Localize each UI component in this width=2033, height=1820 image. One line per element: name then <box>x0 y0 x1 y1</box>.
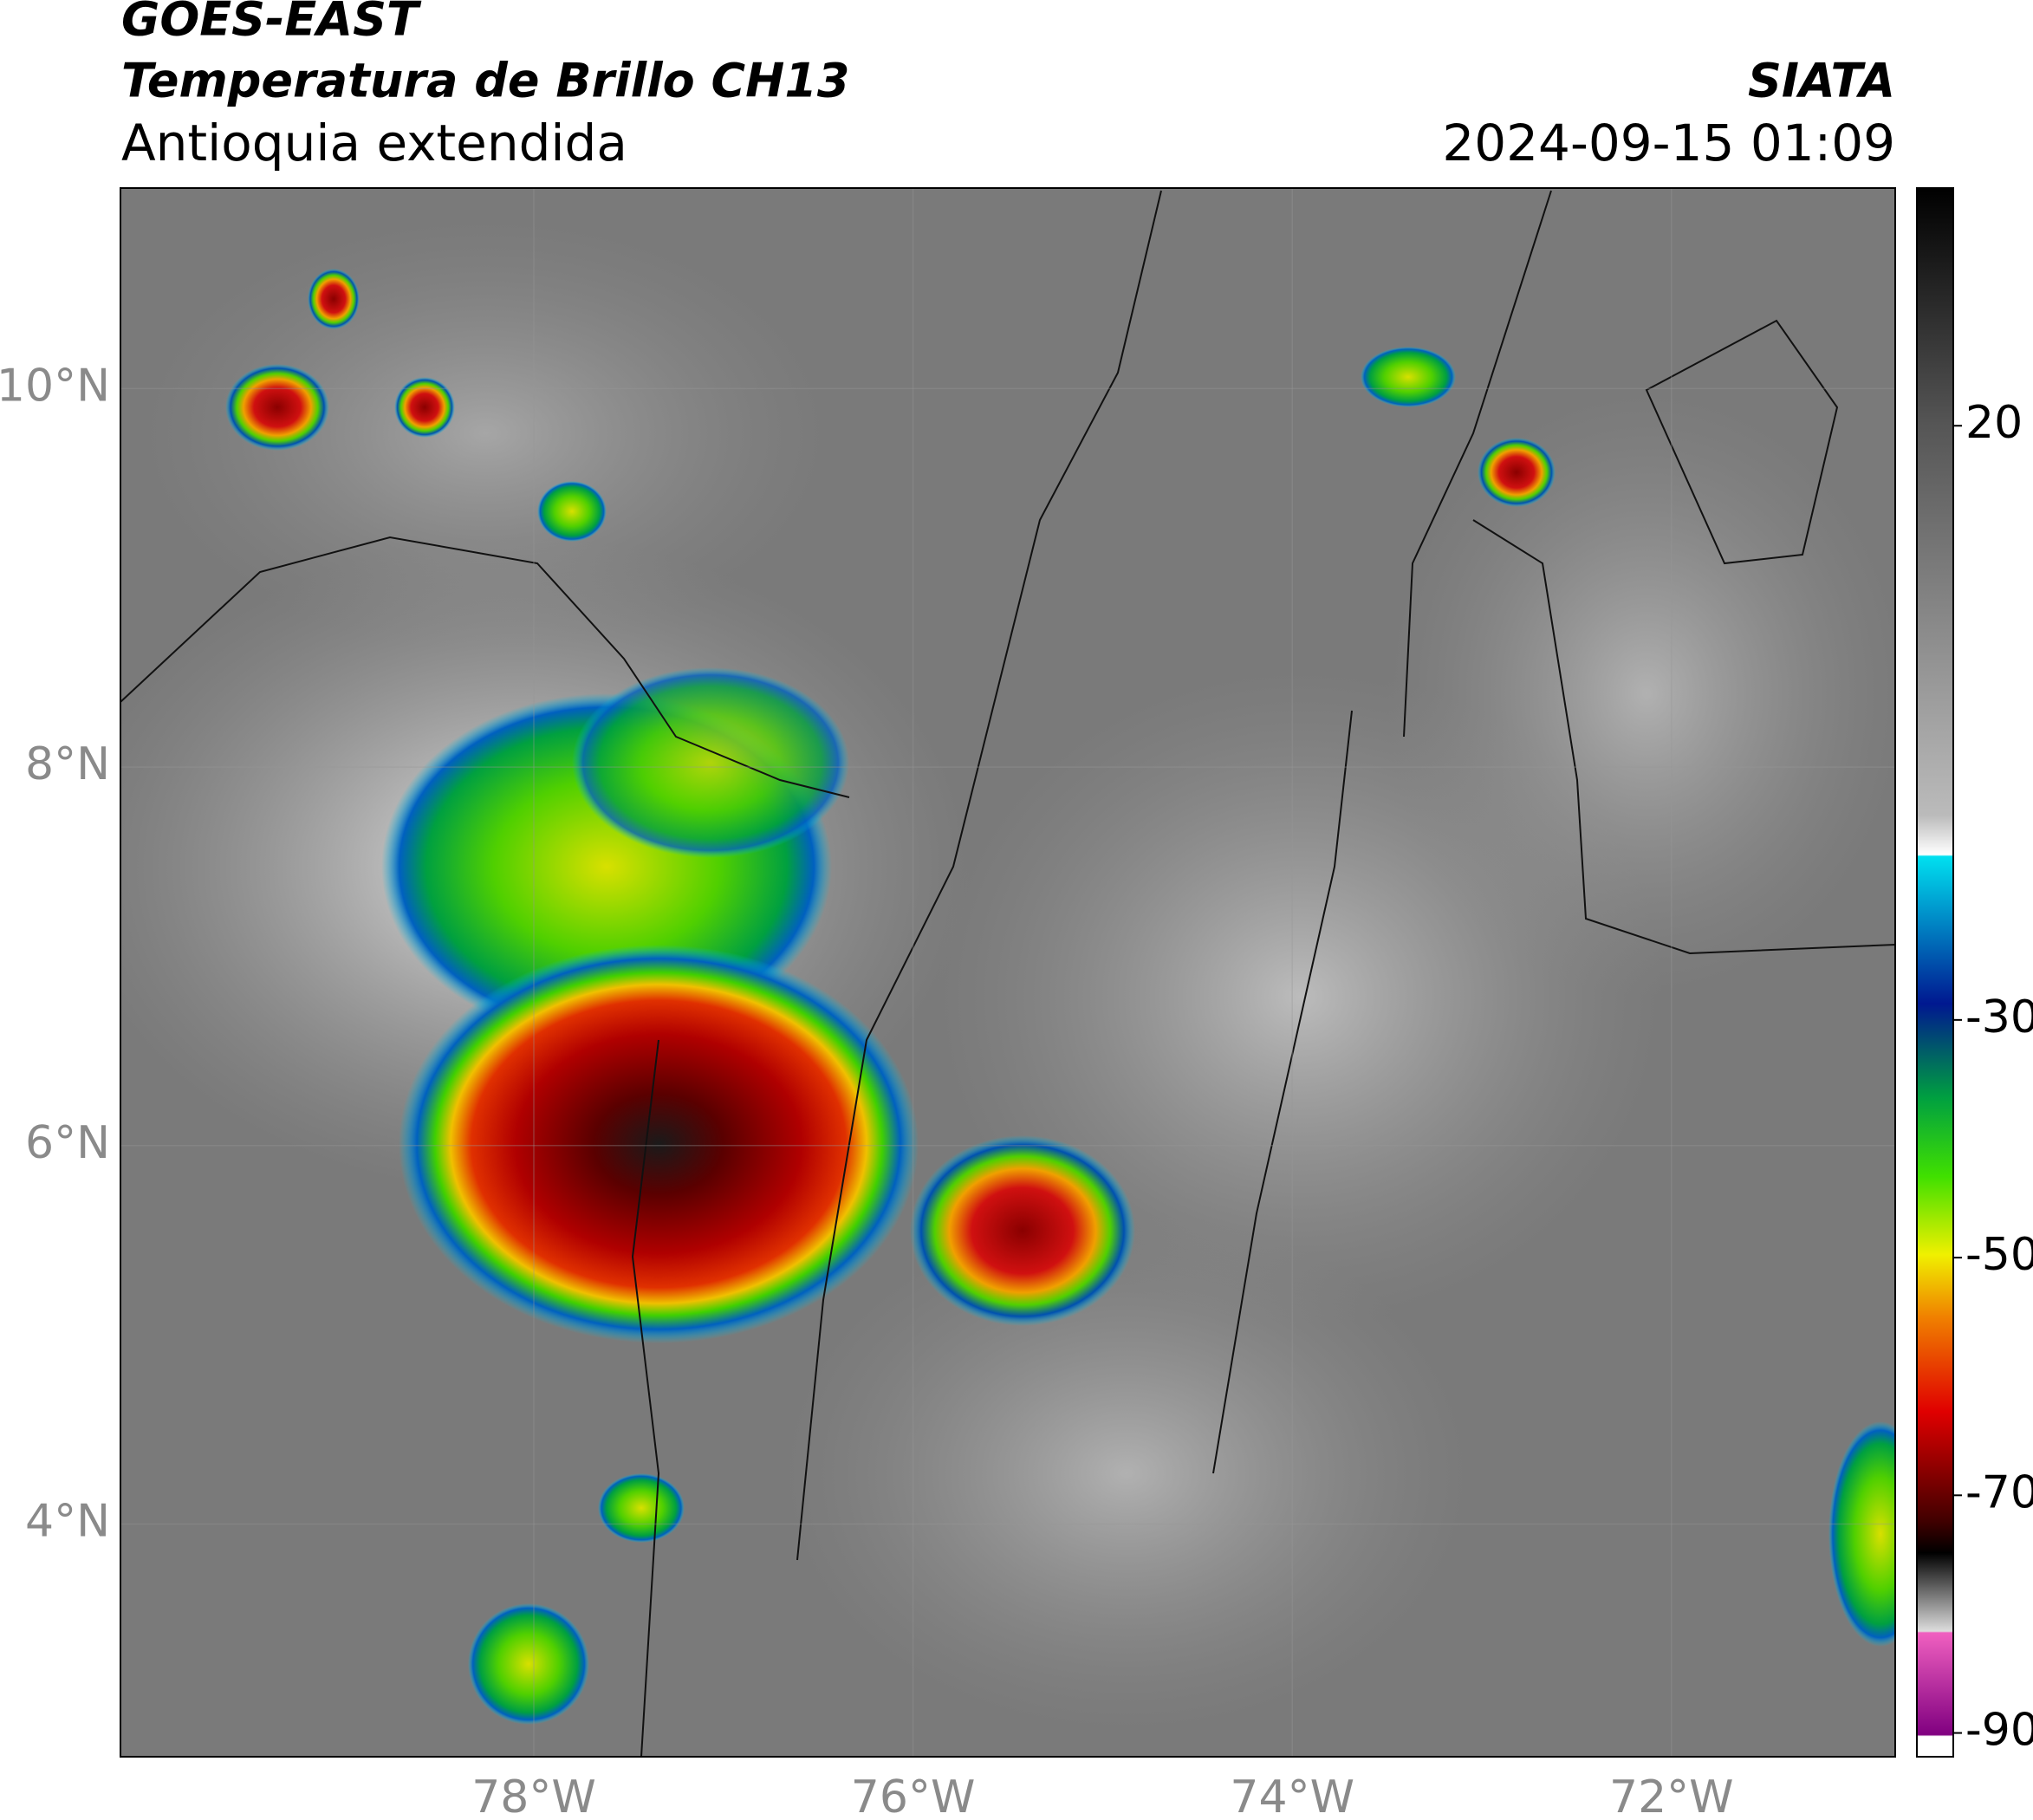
colorbar-tick-label: -50 <box>1965 1229 2033 1281</box>
y-tick-label: 8°N <box>25 738 110 790</box>
product: Temperatura de Brillo CH13 <box>121 54 850 108</box>
region: Antioquia extendida <box>121 114 627 172</box>
y-tick-label: 6°N <box>25 1117 110 1169</box>
datetime: 2024-09-15 01:09 <box>1442 114 1895 172</box>
borders <box>120 190 1895 1757</box>
colorbar-tick-label: -70 <box>1965 1466 2033 1518</box>
colorbar-tick-label: 20 <box>1965 397 2023 449</box>
y-tick-label: 10°N <box>0 360 110 412</box>
agency: SIATA <box>1748 54 1895 108</box>
x-tick-label: 78°W <box>471 1771 596 1820</box>
colorbar <box>1916 187 1954 1758</box>
source: GOES-EAST <box>121 0 422 47</box>
x-tick-label: 74°W <box>1230 1771 1354 1820</box>
y-tick-label: 4°N <box>25 1495 110 1547</box>
colorbar-tick-label: -90 <box>1965 1705 2033 1757</box>
x-tick-label: 72°W <box>1609 1771 1734 1820</box>
x-tick-label: 76°W <box>851 1771 976 1820</box>
satellite-image <box>120 188 1895 1757</box>
map-frame <box>120 187 1896 1758</box>
colorbar-tick-label: -30 <box>1965 991 2033 1043</box>
